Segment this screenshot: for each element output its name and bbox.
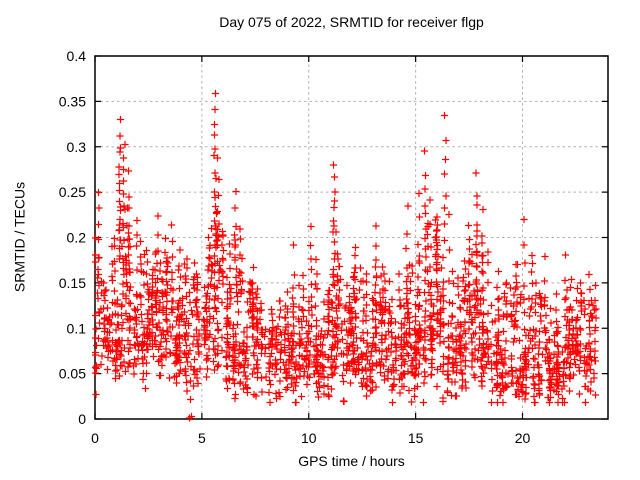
x-tick-label: 15 xyxy=(408,430,424,446)
y-tick-label: 0.05 xyxy=(59,366,86,382)
y-tick-label: 0.1 xyxy=(67,320,87,336)
y-tick-label: 0.4 xyxy=(67,48,87,64)
y-axis-label: SRMTID / TECUs xyxy=(11,181,28,293)
x-axis-label: GPS time / hours xyxy=(298,453,405,469)
y-tick-label: 0.15 xyxy=(59,275,86,291)
y-tick-label: 0.3 xyxy=(67,139,87,155)
y-tick-label: 0 xyxy=(78,411,86,427)
y-tick-label: 0.25 xyxy=(59,184,86,200)
x-tick-labels: 0 5 10 15 20 xyxy=(91,430,530,446)
x-tick-label: 10 xyxy=(301,430,317,446)
y-tick-label: 0.2 xyxy=(67,230,87,246)
y-tick-label: 0.35 xyxy=(59,93,86,109)
x-tick-label: 5 xyxy=(198,430,206,446)
scatter-points xyxy=(91,89,600,422)
x-tick-label: 20 xyxy=(515,430,531,446)
chart-title: Day 075 of 2022, SRMTID for receiver flg… xyxy=(219,14,484,30)
x-tick-label: 0 xyxy=(91,430,99,446)
y-tick-labels: 0 0.05 0.1 0.15 0.2 0.25 0.3 0.35 0.4 xyxy=(59,48,86,427)
